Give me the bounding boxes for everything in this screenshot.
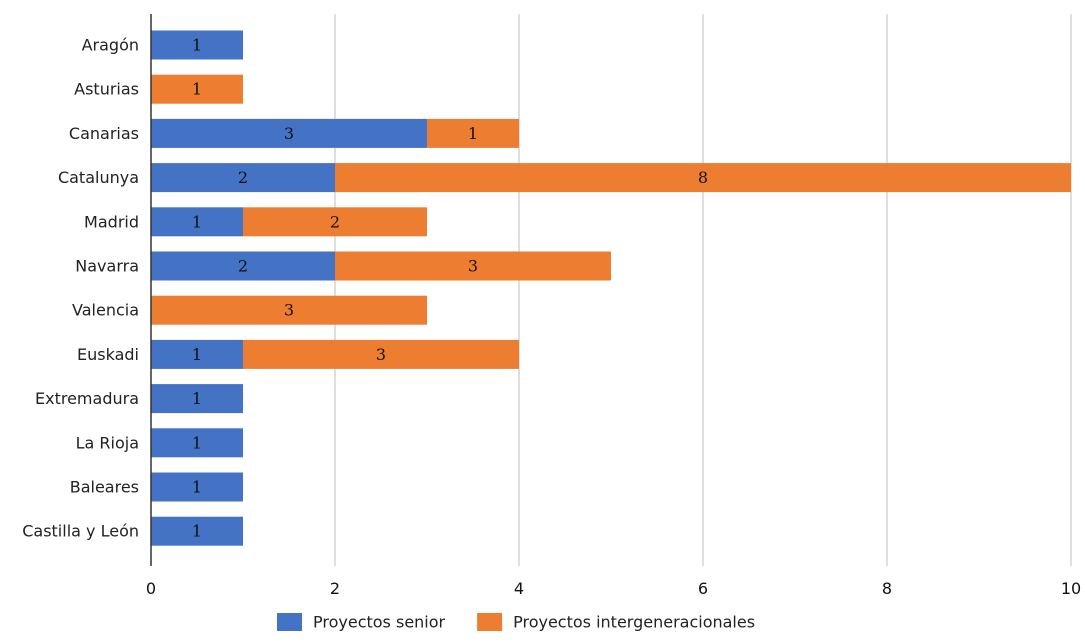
category-label: Extremadura	[35, 389, 139, 408]
category-label: Castilla y León	[22, 522, 139, 541]
legend: Proyectos senior Proyectos intergeneracio…	[277, 613, 755, 632]
x-tick-label: 8	[882, 579, 892, 598]
x-tick-label: 0	[146, 579, 156, 598]
category-label: Baleares	[70, 478, 139, 497]
bar-segment	[151, 339, 243, 369]
x-tick-labels: 0 2 4 6 8 10	[146, 579, 1081, 598]
legend-swatch	[477, 613, 503, 631]
category-label: La Rioja	[76, 433, 139, 452]
grid-lines	[334, 14, 1072, 566]
data-label: 3	[284, 301, 294, 320]
data-label: 3	[468, 257, 478, 276]
data-label: 1	[192, 389, 202, 408]
bar-segment	[151, 163, 335, 193]
data-label: 3	[376, 345, 386, 364]
category-label: Canarias	[69, 124, 139, 143]
bar-segment	[151, 516, 243, 546]
category-label: Asturias	[74, 80, 139, 99]
category-label: Navarra	[75, 257, 139, 276]
data-label: 1	[192, 80, 202, 99]
data-label: 1	[192, 212, 202, 231]
x-tick-label: 10	[1061, 579, 1081, 598]
data-label: 2	[238, 257, 248, 276]
category-label: Aragón	[82, 36, 139, 55]
data-label: 8	[698, 168, 708, 187]
data-label: 2	[238, 168, 248, 187]
data-label: 3	[284, 124, 294, 143]
legend-label: Proyectos intergeneracionales	[513, 613, 755, 632]
bar-segment	[151, 428, 243, 458]
bar-segment	[243, 207, 427, 237]
bars	[151, 30, 1071, 546]
bar-segment	[151, 74, 243, 104]
x-tick-label: 6	[698, 579, 708, 598]
bar-segment	[151, 207, 243, 237]
data-label: 1	[192, 36, 202, 55]
data-label: 1	[468, 124, 478, 143]
bar-segment	[243, 339, 519, 369]
data-label: 1	[192, 478, 202, 497]
data-label: 1	[192, 345, 202, 364]
category-labels: Aragón Asturias Canarias Catalunya Madrid Nav…	[22, 36, 139, 541]
bar-segment	[151, 384, 243, 414]
bar-segment	[335, 251, 611, 281]
bar-segment	[427, 118, 519, 148]
data-labels: 1 1 3 1 2 8 1 2 2 3 3 1 3 1 1 1 1	[192, 36, 708, 541]
x-tick-label: 2	[330, 579, 340, 598]
x-tick-label: 4	[514, 579, 524, 598]
bar-segment	[151, 295, 427, 325]
bar-segment	[335, 163, 1071, 193]
data-label: 1	[192, 522, 202, 541]
category-label: Valencia	[72, 301, 139, 320]
legend-label: Proyectos senior	[313, 613, 446, 632]
bar-segment	[151, 30, 243, 60]
data-label: 2	[330, 212, 340, 231]
category-label: Madrid	[84, 212, 139, 231]
legend-swatch	[277, 613, 302, 631]
category-label: Euskadi	[77, 345, 139, 364]
bar-segment	[151, 118, 427, 148]
bar-segment	[151, 472, 243, 502]
data-label: 1	[192, 433, 202, 452]
category-label: Catalunya	[58, 168, 139, 187]
bar-segment	[151, 251, 335, 281]
